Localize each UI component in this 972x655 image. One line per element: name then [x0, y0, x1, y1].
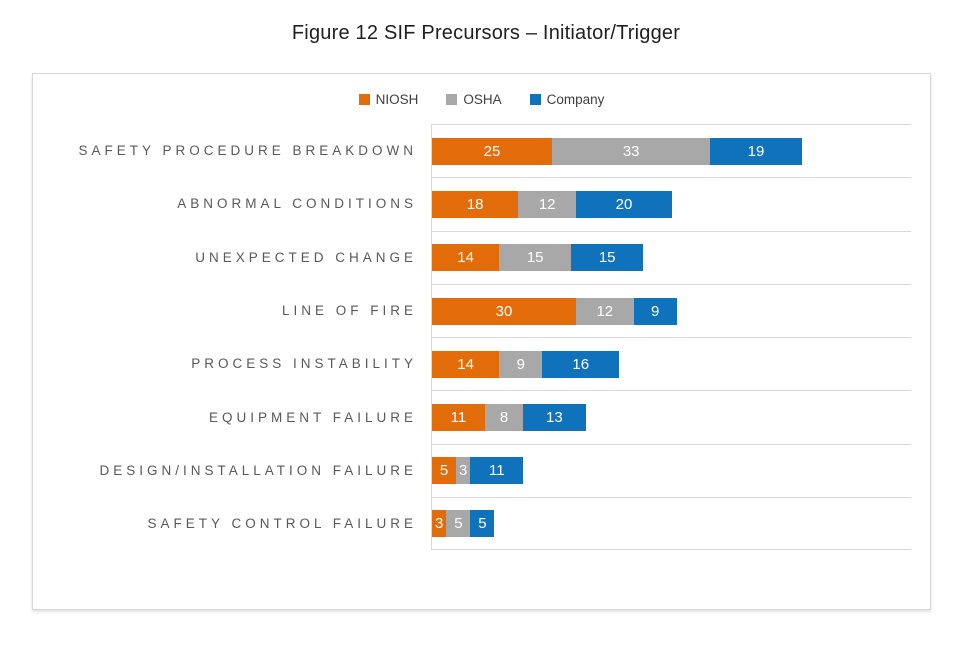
- bar-segment-niosh: 3: [432, 510, 447, 538]
- bar-segment-company: 5: [470, 510, 495, 538]
- stacked-bar: 14 9 16: [432, 350, 620, 378]
- bar-segment-osha: 3: [456, 457, 471, 485]
- bar-segment-company: 13: [523, 404, 586, 432]
- category-band: 14 15 15: [431, 230, 911, 284]
- value-label: 11: [450, 409, 467, 427]
- legend-label: NIOSH: [375, 91, 419, 107]
- category-label: SAFETY CONTROL FAILURE: [147, 516, 417, 532]
- category-label: EQUIPMENT FAILURE: [208, 409, 417, 425]
- category-band: 25 33 19: [431, 124, 911, 178]
- chart-row: LINE OF FIRE 30 12 9: [33, 283, 930, 338]
- bar-segment-company: 19: [710, 137, 802, 165]
- legend-item-company: Company: [529, 91, 605, 107]
- bar-segment-osha: 5: [446, 510, 471, 538]
- value-label: 30: [495, 302, 513, 320]
- chart-row: PROCESS INSTABILITY 14 9 16: [33, 337, 930, 391]
- legend-item-niosh: NIOSH: [358, 91, 419, 107]
- category-label: UNEXPECTED CHANGE: [195, 249, 417, 265]
- value-label: 14: [457, 249, 474, 267]
- legend-label: OSHA: [463, 91, 502, 107]
- value-label: 33: [622, 142, 640, 160]
- value-label: 15: [598, 249, 616, 267]
- bar-segment-niosh: 25: [432, 137, 552, 165]
- chart-area: NIOSH OSHA Company SAFETY PROCEDURE BREAKD…: [32, 73, 931, 610]
- value-label: 12: [538, 195, 556, 213]
- value-label: 16: [572, 355, 590, 373]
- bar-segment-company: 15: [571, 244, 644, 272]
- value-label: 3: [435, 515, 444, 533]
- value-label: 5: [478, 515, 487, 533]
- figure-title: Figure 12 SIF Precursors – Initiator/Tri…: [291, 22, 681, 44]
- bar-segment-niosh: 30: [432, 297, 576, 325]
- chart-row: UNEXPECTED CHANGE 14 15 15: [33, 230, 930, 284]
- bar-segment-niosh: 14: [432, 244, 500, 272]
- category-band: 11 8 13: [431, 390, 911, 444]
- category-label: SAFETY PROCEDURE BREAKDOWN: [78, 143, 417, 159]
- category-label: ABNORMAL CONDITIONS: [177, 196, 417, 212]
- legend-swatch-company: [529, 93, 541, 105]
- legend-swatch-niosh: [358, 93, 370, 105]
- value-label: 14: [457, 355, 474, 373]
- legend-swatch-osha: [446, 93, 458, 105]
- value-label: 5: [454, 515, 463, 533]
- value-label: 19: [747, 142, 765, 160]
- bar-segment-osha: 12: [518, 190, 576, 218]
- bar-segment-niosh: 11: [432, 404, 485, 432]
- bar-segment-niosh: 14: [432, 350, 500, 378]
- bar-segment-osha: 8: [484, 404, 524, 432]
- category-label: DESIGN/INSTALLATION FAILURE: [99, 462, 417, 478]
- stacked-bar: 18 12 20: [432, 190, 672, 218]
- chart-row: SAFETY PROCEDURE BREAKDOWN 25 33 19: [33, 124, 930, 178]
- value-label: 25: [483, 142, 501, 160]
- value-label: 11: [489, 462, 505, 480]
- bar-segment-osha: 15: [499, 244, 572, 272]
- bar-segment-company: 9: [633, 297, 677, 325]
- category-band: 5 3 11: [431, 443, 911, 498]
- bar-segment-company: 20: [575, 190, 672, 218]
- value-label: 15: [526, 249, 544, 267]
- category-band: 30 12 9: [431, 283, 911, 338]
- value-label: 13: [546, 409, 563, 427]
- stacked-bar: 11 8 13: [432, 404, 586, 432]
- value-label: 9: [516, 355, 525, 373]
- value-label: 3: [459, 462, 468, 480]
- value-label: 20: [615, 195, 633, 213]
- legend-item-osha: OSHA: [446, 91, 502, 107]
- stacked-bar: 5 3 11: [432, 457, 524, 485]
- bar-segment-osha: 33: [552, 137, 711, 165]
- bar-segment-company: 16: [542, 350, 620, 378]
- category-band: 18 12 20: [431, 177, 911, 231]
- bar-segment-osha: 12: [576, 297, 634, 325]
- bar-segment-company: 11: [470, 457, 524, 485]
- value-label: 5: [439, 462, 449, 480]
- category-band: 14 9 16: [431, 337, 911, 391]
- category-label: PROCESS INSTABILITY: [191, 356, 417, 372]
- value-label: 18: [466, 195, 484, 213]
- bar-segment-niosh: 5: [432, 457, 456, 485]
- category-label: LINE OF FIRE: [281, 303, 417, 319]
- chart-row: EQUIPMENT FAILURE 11 8 13: [33, 390, 930, 444]
- stacked-bar: 30 12 9: [432, 297, 677, 325]
- chart-row: ABNORMAL CONDITIONS 18 12 20: [33, 177, 930, 231]
- legend-label: Company: [546, 91, 605, 107]
- chart-legend: NIOSH OSHA Company: [33, 74, 930, 124]
- stacked-bar: 14 15 15: [432, 244, 644, 272]
- chart-rows: SAFETY PROCEDURE BREAKDOWN 25 33 19 ABNORM…: [33, 124, 930, 551]
- bar-segment-niosh: 18: [432, 190, 519, 218]
- bar-segment-osha: 9: [499, 350, 543, 378]
- value-label: 12: [596, 302, 614, 320]
- stacked-bar: 25 33 19: [432, 137, 802, 165]
- chart-row: DESIGN/INSTALLATION FAILURE 5 3 11: [33, 443, 930, 498]
- value-label: 9: [651, 302, 660, 320]
- value-label: 8: [499, 409, 509, 427]
